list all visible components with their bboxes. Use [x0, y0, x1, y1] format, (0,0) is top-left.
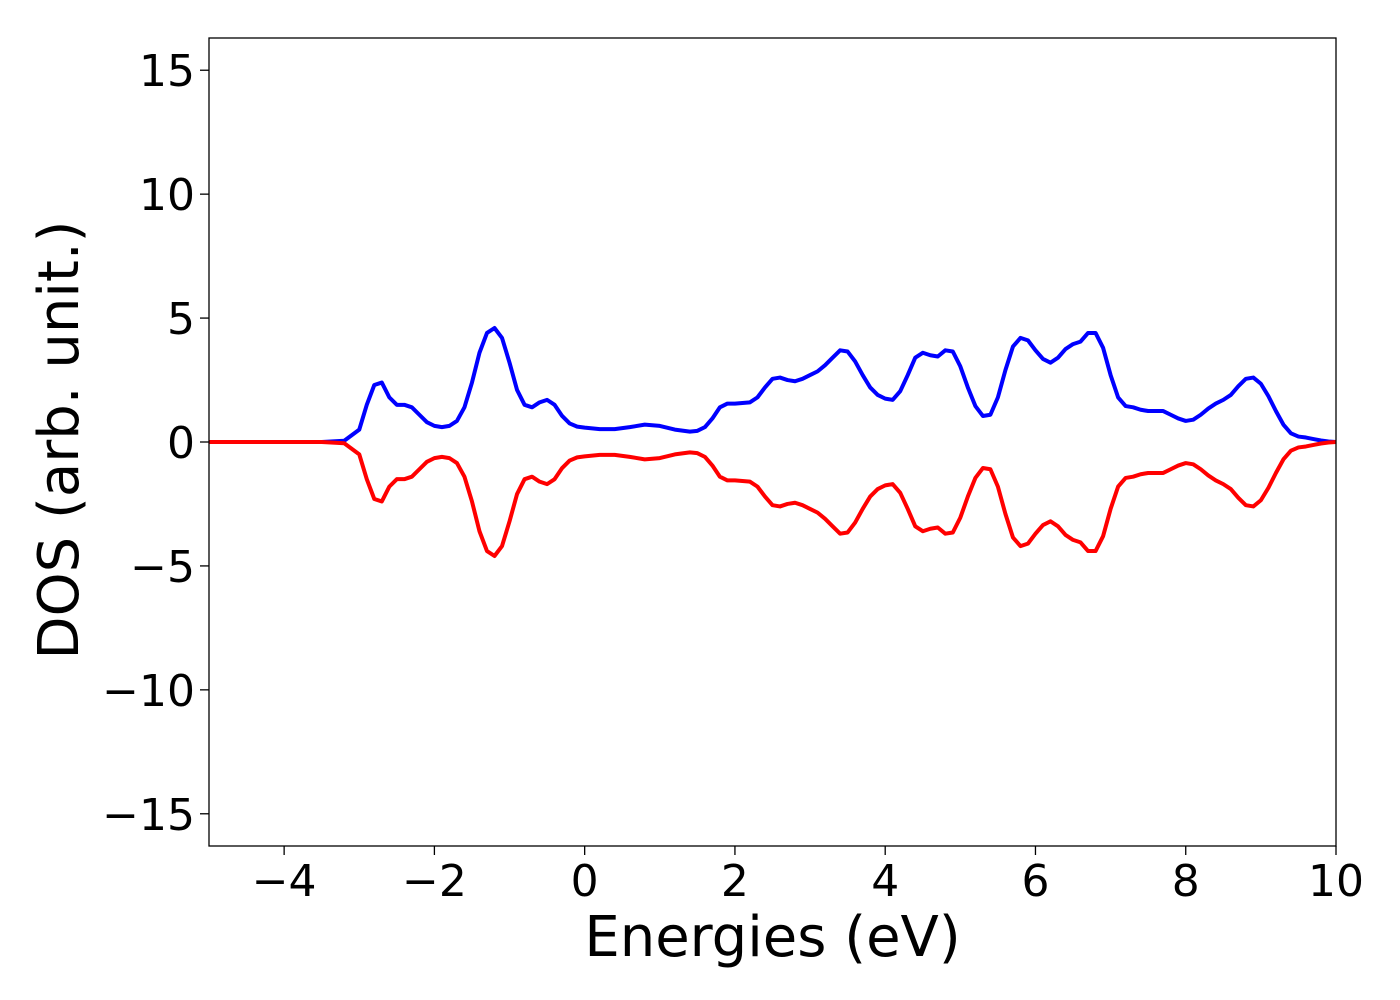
x-tick-label: 8: [1172, 856, 1200, 907]
x-tick-label: 2: [721, 856, 749, 907]
y-axis-title: DOS (arb. unit.): [27, 220, 92, 659]
y-tick-label: 15: [139, 46, 195, 97]
y-tick-label: 5: [167, 294, 195, 345]
x-tick-label: −4: [252, 856, 317, 907]
series-layer: [209, 325, 1336, 559]
plot-area: [208, 37, 1337, 847]
y-tick-label: 10: [139, 170, 195, 221]
plot-frame: [208, 37, 1337, 847]
y-tick-label: 0: [167, 418, 195, 469]
series-line-spin-down: [209, 440, 1336, 559]
x-tick-label: 4: [871, 856, 899, 907]
y-axis: 15 10 5 0 −5 −10 −15: [102, 46, 209, 841]
x-tick-label: −2: [402, 856, 467, 907]
x-axis-title: Energies (eV): [584, 905, 960, 970]
x-tick-label: 6: [1021, 856, 1049, 907]
y-tick-label: −15: [102, 790, 195, 841]
series-line-spin-up: [209, 325, 1336, 444]
y-tick-label: −10: [102, 666, 195, 717]
x-tick-label: 10: [1308, 856, 1364, 907]
y-tick-label: −5: [130, 542, 195, 593]
x-tick-label: 0: [571, 856, 599, 907]
x-axis: −4 −2 0 2 4 6 8 10: [252, 846, 1364, 907]
